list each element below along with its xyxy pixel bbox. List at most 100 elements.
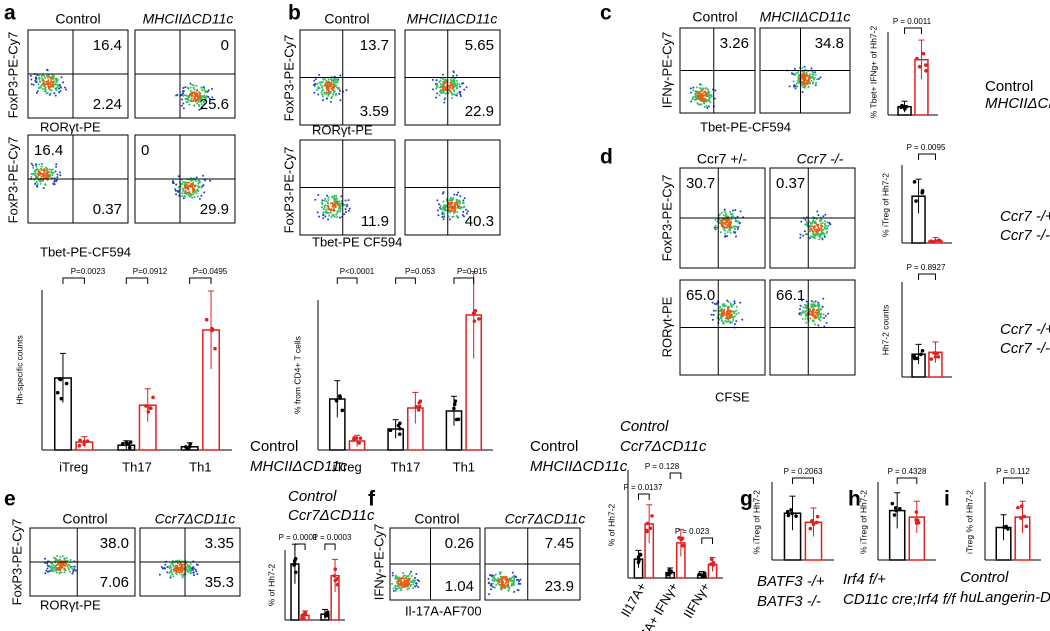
event-dot (455, 79, 458, 82)
event-dot (826, 221, 829, 224)
event-dot (313, 79, 316, 82)
quadrant-percent: 2.24 (93, 96, 122, 113)
event-dot (322, 211, 325, 214)
p-value: P=0.015 (457, 267, 488, 276)
event-dot (47, 175, 50, 178)
event-dot (189, 99, 192, 102)
event-dot (31, 173, 34, 176)
event-dot (43, 75, 46, 78)
axis-label: FoxP3-PE-Cy7 (5, 137, 20, 224)
event-dot (693, 98, 696, 101)
event-dot (821, 305, 824, 308)
event-dot (30, 78, 33, 81)
sample-dot (650, 514, 654, 518)
event-dot (501, 580, 504, 583)
event-dot (182, 563, 185, 566)
event-dot (338, 207, 341, 210)
event-dot (405, 576, 408, 579)
event-dot (340, 195, 343, 198)
event-dot (72, 565, 75, 568)
quadrant-percent: 66.1 (776, 287, 805, 304)
event-dot (332, 204, 335, 207)
quadrant-percent: 38.0 (100, 535, 129, 552)
event-dot (500, 578, 503, 581)
event-dot (459, 200, 462, 203)
event-dot (329, 91, 332, 94)
sample-dot (354, 436, 359, 440)
event-dot (497, 582, 500, 585)
event-dot (441, 89, 444, 92)
event-dot (457, 216, 460, 219)
sample-dot (933, 355, 938, 359)
legend-entry: Ccr7 -/+ (1000, 321, 1050, 338)
event-dot (460, 206, 463, 209)
event-dot (790, 72, 793, 75)
event-dot (333, 81, 336, 84)
event-dot (171, 559, 174, 562)
event-dot (192, 571, 195, 574)
event-dot (735, 235, 738, 238)
event-dot (804, 223, 807, 226)
sample-dot (473, 308, 478, 313)
event-dot (35, 180, 38, 183)
sample-dot (127, 445, 132, 450)
sample-dot (357, 441, 361, 445)
event-dot (325, 208, 328, 211)
event-dot (458, 83, 461, 86)
event-dot (177, 571, 180, 574)
y-axis-label: % of Hh7-2 (266, 563, 276, 606)
event-dot (182, 188, 185, 191)
event-dot (43, 90, 46, 93)
event-dot (806, 233, 809, 236)
event-dot (34, 81, 37, 84)
event-dot (696, 94, 699, 97)
event-dot (56, 554, 59, 557)
event-dot (814, 71, 817, 74)
event-dot (51, 168, 54, 171)
event-dot (158, 573, 161, 576)
event-dot (730, 226, 733, 229)
event-dot (826, 227, 829, 230)
event-dot (160, 565, 163, 568)
event-dot (324, 78, 327, 81)
event-dot (821, 231, 824, 234)
event-dot (315, 88, 318, 91)
event-dot (805, 306, 808, 309)
event-dot (348, 207, 351, 210)
sample-dot (912, 356, 917, 361)
event-dot (812, 71, 815, 74)
event-dot (60, 571, 63, 574)
column-header: MHCIIΔCD11c (143, 11, 234, 27)
event-dot (402, 577, 405, 580)
event-dot (690, 100, 693, 103)
significance-bracket (792, 477, 814, 484)
event-dot (58, 91, 61, 94)
event-dot (334, 205, 337, 208)
y-axis-label: % from CD4+ T cells (292, 336, 302, 414)
sample-dot (814, 520, 819, 525)
event-dot (196, 563, 199, 566)
event-dot (330, 208, 333, 211)
event-dot (211, 96, 214, 99)
event-dot (508, 586, 511, 589)
event-dot (812, 78, 815, 81)
legend-entry: Ccr7 -/+ (1000, 208, 1050, 225)
event-dot (714, 228, 717, 231)
event-dot (808, 73, 811, 76)
sample-dot (921, 51, 926, 56)
event-dot (53, 180, 56, 183)
legend-entry: Ccr7ΔCD11c (620, 438, 707, 455)
event-dot (50, 176, 53, 179)
event-dot (728, 225, 731, 228)
sample-dot (396, 423, 401, 428)
sample-dot (636, 560, 641, 565)
event-dot (40, 165, 43, 168)
sample-dot (667, 568, 672, 573)
event-dot (339, 99, 342, 102)
event-dot (734, 225, 737, 228)
event-dot (736, 228, 739, 231)
event-dot (695, 94, 698, 97)
event-dot (191, 84, 194, 87)
event-dot (398, 580, 401, 583)
event-dot (189, 89, 192, 92)
